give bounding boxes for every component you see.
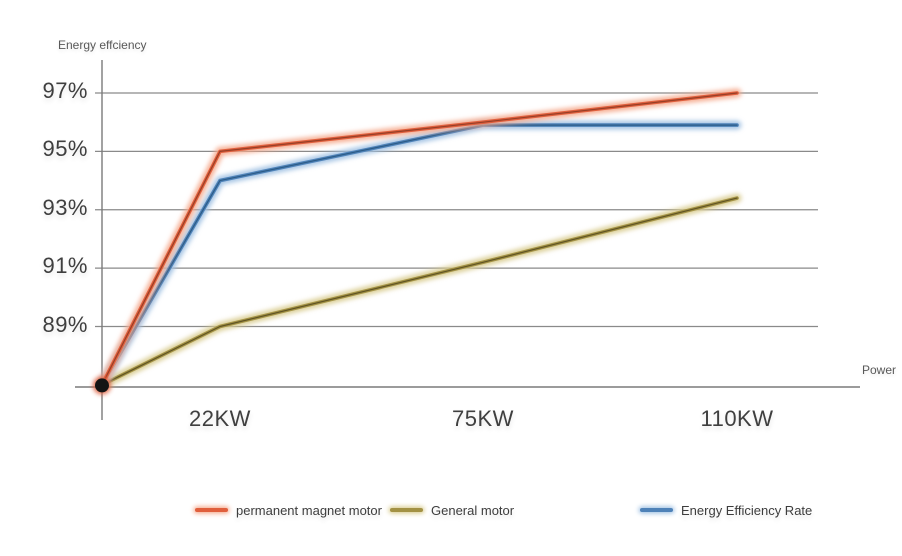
series-line-core	[101, 92, 738, 386]
x-tick-label: 75KW	[452, 406, 514, 431]
chart-legend: permanent magnet motor General motor Energ…	[0, 499, 902, 523]
y-tick-label: 95%	[42, 136, 88, 162]
origin-marker	[93, 376, 111, 395]
x-axis-title: Power	[862, 363, 897, 377]
series-line-core	[101, 124, 738, 386]
series-lines	[97, 88, 742, 390]
series-energy-efficiency-rate	[97, 120, 742, 390]
series-general-motor	[97, 193, 742, 390]
y-tick-label: 89%	[42, 311, 88, 337]
axes	[75, 60, 860, 420]
origin-dot	[95, 378, 109, 393]
x-axis-tick-labels: 22KW 75KW 110KW	[0, 406, 902, 436]
series-line-mid	[100, 123, 739, 387]
series-permanent-magnet-motor	[97, 88, 742, 390]
legend-label: Energy Efficiency Rate	[681, 502, 813, 518]
legend-swatch-general-motor	[390, 507, 423, 513]
series-line-glow	[97, 120, 742, 390]
y-tick-label: 93%	[42, 194, 88, 220]
legend-label: General motor	[431, 502, 515, 518]
x-tick-label: 22KW	[189, 406, 251, 431]
x-tick-label: 110KW	[700, 406, 774, 431]
legend-swatch-permanent-magnet-motor	[195, 507, 228, 513]
legend-item-energy-efficiency-rate: Energy Efficiency Rate	[640, 499, 812, 521]
legend-label: permanent magnet motor	[236, 502, 382, 518]
legend-item-general-motor: General motor	[390, 499, 514, 521]
y-axis-tick-labels: 97% 95% 93% 91% 89%	[0, 0, 90, 400]
legend-swatch-energy-efficiency-rate	[640, 507, 673, 513]
legend-item-permanent-magnet-motor: permanent magnet motor	[195, 499, 382, 521]
y-tick-label: 91%	[42, 253, 88, 279]
series-line-core	[101, 197, 738, 386]
y-tick-label: 97%	[42, 78, 88, 103]
y-axis-title: Energy effciency	[58, 38, 147, 52]
